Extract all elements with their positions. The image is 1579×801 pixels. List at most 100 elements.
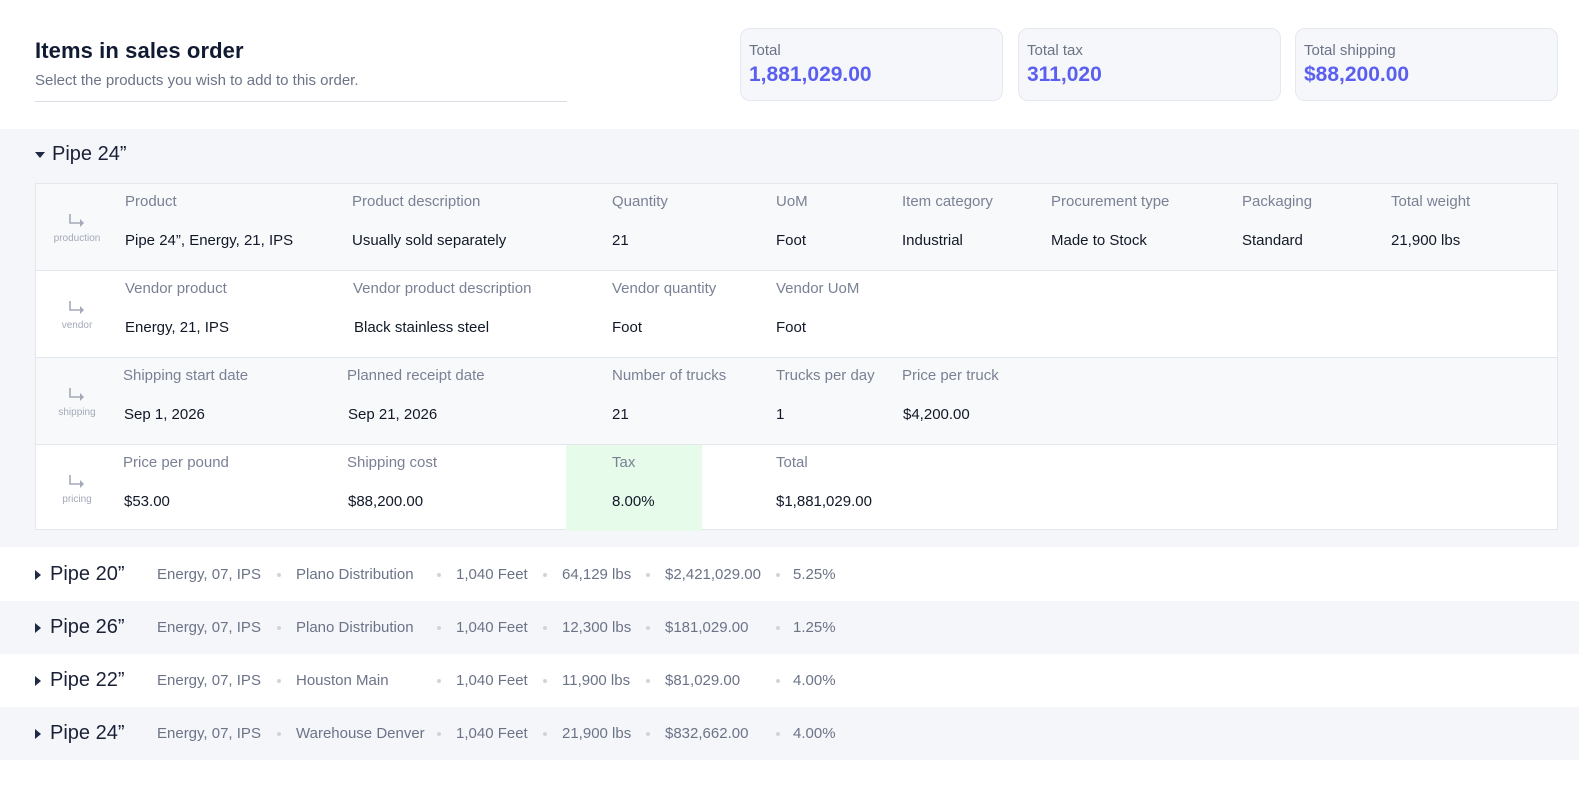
total-summary: $81,029.00 <box>665 672 741 689</box>
caret-right-icon[interactable] <box>35 675 41 686</box>
separator-dot <box>277 572 281 577</box>
packaging-value: Standard <box>1242 232 1303 249</box>
separator-dot <box>646 572 650 577</box>
quantity-summary: 1,040 Feet <box>456 672 528 689</box>
caret-right-icon[interactable] <box>35 728 41 739</box>
pricing-row: pricing Price per pound $53.00 Shipping c… <box>36 445 1557 532</box>
shipping-start-date-value: Sep 1, 2026 <box>124 406 205 423</box>
tax-summary: 4.00% <box>793 725 836 742</box>
group-title: Pipe 24” <box>52 143 127 165</box>
item-category-label: Item category <box>902 193 993 210</box>
separator-dot <box>277 678 281 683</box>
item-detail-panel: production Product Pipe 24”, Energy, 21, … <box>35 183 1558 532</box>
location-summary: Warehouse Denver <box>296 725 425 742</box>
tax-summary: 1.25% <box>793 619 836 636</box>
collapsed-group-row[interactable]: Pipe 26” Energy, 07, IPS Plano Distribut… <box>0 601 1579 654</box>
vendor-tag: vendor <box>36 271 118 358</box>
product-description-value: Usually sold separately <box>352 232 507 249</box>
group-title: Pipe 24” <box>50 722 125 744</box>
caret-right-icon[interactable] <box>35 622 41 633</box>
product-label: Product <box>125 193 177 210</box>
number-of-trucks-value: 21 <box>612 406 629 423</box>
caret-down-icon[interactable] <box>35 151 45 158</box>
separator-dot <box>776 572 780 577</box>
header: Items in sales order Select the products… <box>35 38 567 102</box>
shipping-row: shipping Shipping start date Sep 1, 2026 … <box>36 358 1557 445</box>
separator-dot <box>776 731 780 736</box>
total-summary: $2,421,029.00 <box>665 566 761 583</box>
vendor-quantity-label: Vendor quantity <box>612 280 717 297</box>
vendor-tag-label: vendor <box>61 319 93 331</box>
separator-dot <box>437 572 441 577</box>
vendor-uom-label: Vendor UoM <box>776 280 860 297</box>
vendor-product-value: Energy, 21, IPS <box>125 319 229 336</box>
production-tag: production <box>36 184 118 271</box>
procurement-type-value: Made to Stock <box>1051 232 1147 249</box>
shipping-cost-value: $88,200.00 <box>348 493 424 510</box>
shipping-cost-label: Shipping cost <box>347 454 438 471</box>
weight-summary: 21,900 lbs <box>562 725 632 742</box>
vendor-quantity-value: Foot <box>612 319 643 336</box>
group-toggle[interactable]: Pipe 24” <box>35 143 127 166</box>
page-title: Items in sales order <box>35 38 244 63</box>
separator-dot <box>543 731 547 736</box>
price-per-truck-value: $4,200.00 <box>903 406 970 423</box>
weight-summary: 12,300 lbs <box>562 619 632 636</box>
planned-receipt-date-label: Planned receipt date <box>347 367 485 384</box>
total-tax-label: Total tax <box>1027 42 1083 59</box>
shipping-tag-label: shipping <box>58 406 96 418</box>
separator-dot <box>543 625 547 630</box>
separator-dot <box>437 731 441 736</box>
group-title: Pipe 22” <box>50 669 125 691</box>
separator-dot <box>646 731 650 736</box>
pricing-tag-label: pricing <box>62 493 92 505</box>
group-title: Pipe 20” <box>50 563 125 585</box>
expanded-group: Pipe 24” production Product Pipe 24”, Ene… <box>0 129 1579 547</box>
item-category-value: Industrial <box>902 232 963 249</box>
shipping-tag: shipping <box>36 358 118 445</box>
total-summary: $832,662.00 <box>665 725 749 742</box>
quantity-summary: 1,040 Feet <box>456 725 528 742</box>
location-summary: Houston Main <box>296 672 389 689</box>
packaging-label: Packaging <box>1242 193 1313 210</box>
number-of-trucks-label: Number of trucks <box>612 367 727 384</box>
price-per-pound-label: Price per pound <box>123 454 229 471</box>
product-summary: Energy, 07, IPS <box>157 725 261 742</box>
total-value: 1,881,029.00 <box>749 63 872 86</box>
uom-label: UoM <box>776 193 808 210</box>
separator-dot <box>776 625 780 630</box>
total-weight-label: Total weight <box>1391 193 1471 210</box>
caret-right-icon[interactable] <box>35 569 41 580</box>
total-weight-value: 21,900 lbs <box>1391 232 1461 249</box>
return-arrow-icon <box>69 474 84 488</box>
product-summary: Energy, 07, IPS <box>157 619 261 636</box>
separator-dot <box>277 625 281 630</box>
collapsed-group-row[interactable]: Pipe 22” Energy, 07, IPS Houston Main 1,… <box>0 654 1579 707</box>
tax-highlight <box>566 445 702 531</box>
vendor-product-description-label: Vendor product description <box>353 280 532 297</box>
separator-dot <box>646 678 650 683</box>
separator-dot <box>543 572 547 577</box>
trucks-per-day-label: Trucks per day <box>776 367 875 384</box>
collapsed-group-row[interactable]: Pipe 20” Energy, 07, IPS Plano Distribut… <box>0 548 1579 601</box>
separator-dot <box>277 731 281 736</box>
location-summary: Plano Distribution <box>296 619 414 636</box>
weight-summary: 64,129 lbs <box>562 566 632 583</box>
shipping-start-date-label: Shipping start date <box>123 367 249 384</box>
separator-dot <box>776 678 780 683</box>
product-value: Pipe 24”, Energy, 21, IPS <box>125 232 294 249</box>
collapsed-group-row[interactable]: Pipe 24” Energy, 07, IPS Warehouse Denve… <box>0 707 1579 760</box>
price-per-truck-label: Price per truck <box>902 367 999 384</box>
separator-dot <box>543 678 547 683</box>
return-arrow-icon <box>69 387 84 401</box>
separator-dot <box>437 678 441 683</box>
return-arrow-icon <box>69 213 84 227</box>
quantity-summary: 1,040 Feet <box>456 619 528 636</box>
total-card: Total 1,881,029.00 <box>740 28 1003 101</box>
product-summary: Energy, 07, IPS <box>157 672 261 689</box>
quantity-summary: 1,040 Feet <box>456 566 528 583</box>
production-tag-label: production <box>53 232 101 244</box>
total-label: Total <box>749 42 781 59</box>
production-row: production Product Pipe 24”, Energy, 21, … <box>36 184 1557 271</box>
group-title: Pipe 26” <box>50 616 125 638</box>
